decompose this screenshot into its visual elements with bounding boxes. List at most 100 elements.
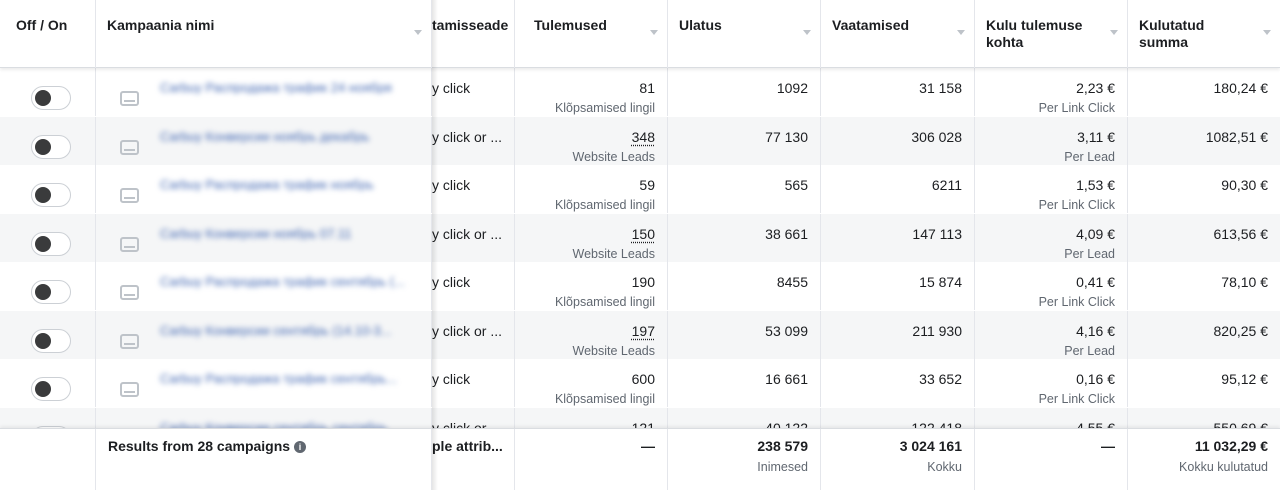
- results-type: Klõpsamised lingil: [554, 295, 655, 309]
- attribution-setting: y click or ...: [432, 225, 503, 242]
- campaign-name-link[interactable]: Carbuy Конверсии ноябрь декабрь: [160, 128, 370, 143]
- footer-attribution: ple attrib...: [432, 438, 503, 454]
- attribution-cell: y click or ...: [432, 407, 515, 428]
- name-cell: Carbuy Распродажа трафик сентябрь (...: [96, 262, 432, 310]
- reach-value: 16 661: [765, 371, 808, 387]
- toggle-cell: [0, 165, 96, 213]
- campaign-toggle[interactable]: [31, 183, 71, 207]
- column-header-cost-per-result[interactable]: Kulu tulemuse kohta: [975, 0, 1128, 68]
- table-row[interactable]: Carbuy Конверсии ноябрь 07.11 y click or …: [0, 213, 1280, 262]
- cpr-cell: 0,41 € Per Link Click: [975, 262, 1128, 310]
- results-type: Klõpsamised lingil: [554, 392, 655, 406]
- campaign-icon: [120, 188, 139, 203]
- column-header-amount-spent[interactable]: Kulutatud summa: [1128, 0, 1280, 68]
- table-row[interactable]: Carbuy Конверсии сентябрь сентябрь y clic…: [0, 407, 1280, 429]
- sort-caret-icon[interactable]: [650, 30, 658, 35]
- views-cell: 211 930: [821, 310, 975, 359]
- views-value: 211 930: [912, 322, 962, 339]
- cost-per-result-type: Per Link Click: [1038, 198, 1115, 212]
- cost-per-result-value: 2,23 €: [1076, 80, 1115, 96]
- cost-per-result-type: Per Link Click: [1038, 392, 1115, 406]
- footer-reach: 238 579: [757, 438, 808, 454]
- table-row[interactable]: Carbuy Конверсии сентябрь (14.10-3... y c…: [0, 310, 1280, 359]
- results-cell: 348 Website Leads: [515, 116, 668, 165]
- reach-value: 77 130: [765, 128, 808, 145]
- campaign-toggle[interactable]: [31, 377, 71, 401]
- cost-per-result-value: 4,09 €: [1076, 225, 1115, 242]
- column-header-label: Kampaania nimi: [107, 17, 215, 33]
- amount-spent-value: 90,30 €: [1221, 177, 1268, 193]
- sort-caret-icon[interactable]: [414, 30, 422, 35]
- results-value[interactable]: 348: [631, 128, 655, 145]
- views-value: 147 113: [912, 225, 962, 242]
- campaign-icon: [120, 91, 139, 106]
- attribution-cell: y click: [432, 262, 515, 310]
- table-row[interactable]: Carbuy Распродажа трафик ноябрь y click 59…: [0, 165, 1280, 213]
- column-header-name[interactable]: Kampaania nimi: [96, 0, 432, 68]
- results-summary: Results from 28 campaigns i: [108, 438, 307, 454]
- name-cell: Carbuy Распродажа трафик сентябрь...: [96, 359, 432, 407]
- campaign-name-link[interactable]: Carbuy Распродажа трафик ноябрь: [160, 177, 374, 191]
- campaign-name-link[interactable]: Carbuy Конверсии сентябрь (14.10-3...: [160, 322, 392, 337]
- cost-per-result-value: 0,16 €: [1076, 371, 1115, 387]
- column-header-reach[interactable]: Ulatus: [668, 0, 821, 68]
- sort-caret-icon[interactable]: [1263, 30, 1271, 35]
- table-row[interactable]: Carbuy Конверсии ноябрь декабрь y click o…: [0, 116, 1280, 165]
- attribution-setting: y click: [432, 177, 471, 193]
- column-header-attribution[interactable]: tamisseade: [432, 0, 515, 68]
- campaign-toggle[interactable]: [31, 328, 71, 353]
- column-header-results[interactable]: Tulemused: [515, 0, 668, 68]
- amount-spent-value: 1082,51 €: [1205, 128, 1268, 145]
- campaign-icon: [120, 285, 139, 300]
- amount-spent-value: 820,25 €: [1213, 322, 1269, 339]
- column-header-views[interactable]: Vaatamised: [821, 0, 975, 68]
- cpr-cell: 0,16 € Per Link Click: [975, 359, 1128, 407]
- table-row[interactable]: Carbuy Распродажа трафик сентябрь... y cl…: [0, 359, 1280, 407]
- campaign-name-link[interactable]: Carbuy Распродажа трафик сентябрь...: [160, 371, 397, 385]
- results-value[interactable]: 197: [631, 322, 655, 339]
- results-cell: 121Website Leads: [515, 407, 668, 429]
- cost-per-result-value: 0,41 €: [1076, 274, 1115, 290]
- cost-per-result-type: Per Lead: [1064, 246, 1115, 261]
- attribution-setting: y click: [432, 80, 471, 96]
- campaign-toggle[interactable]: [31, 231, 71, 256]
- frozen-column-divider: [432, 0, 438, 490]
- sort-caret-icon[interactable]: [803, 30, 811, 35]
- views-value: 306 028: [911, 128, 962, 145]
- toggle-knob: [35, 235, 51, 252]
- sort-caret-icon[interactable]: [1110, 30, 1118, 35]
- sort-caret-icon[interactable]: [957, 30, 965, 35]
- table-header: Off / On Kampaania nimi tamisseade Tulem…: [0, 0, 1280, 68]
- results-value[interactable]: 121: [631, 419, 655, 429]
- campaign-name-link[interactable]: Carbuy Распродажа трафик 24 ноября: [160, 80, 392, 94]
- results-cell: 81 Klõpsamised lingil: [515, 68, 668, 116]
- views-value: 31 158: [919, 80, 962, 96]
- attribution-setting: y click or ...: [432, 128, 503, 145]
- campaign-name-link[interactable]: Carbuy Конверсии ноябрь 07.11: [160, 225, 352, 240]
- campaign-toggle[interactable]: [31, 86, 71, 110]
- toggle-knob: [35, 187, 51, 203]
- column-header-toggle[interactable]: Off / On: [0, 0, 96, 68]
- campaign-name-link[interactable]: Carbuy Распродажа трафик сентябрь (...: [160, 274, 405, 288]
- results-value[interactable]: 150: [631, 225, 655, 242]
- campaign-icon: [120, 236, 139, 252]
- toggle-knob: [35, 332, 51, 349]
- views-value: 122 418: [911, 419, 962, 429]
- toggle-cell: [0, 407, 96, 428]
- campaign-name-link[interactable]: Carbuy Конверсии сентябрь сентябрь: [160, 419, 388, 429]
- campaign-toggle[interactable]: [31, 280, 71, 304]
- spent-cell: 820,25 €: [1128, 311, 1280, 359]
- campaign-toggle[interactable]: [31, 134, 71, 159]
- reach-value: 8455: [776, 274, 808, 290]
- table-row[interactable]: Carbuy Распродажа трафик 24 ноября y clic…: [0, 68, 1280, 116]
- results-cell: 59 Klõpsamised lingil: [515, 165, 668, 213]
- views-cell: 122 418: [821, 407, 975, 429]
- table-row[interactable]: Carbuy Распродажа трафик сентябрь (... y …: [0, 262, 1280, 310]
- footer-reach-sub: Inimesed: [757, 460, 808, 474]
- name-cell: Carbuy Конверсии ноябрь декабрь: [96, 116, 432, 165]
- results-value: 600: [631, 371, 655, 387]
- column-header-label: Off / On: [16, 17, 68, 33]
- reach-value: 1092: [776, 80, 808, 96]
- info-icon[interactable]: i: [294, 441, 307, 453]
- cpr-cell: 2,23 € Per Link Click: [975, 68, 1128, 116]
